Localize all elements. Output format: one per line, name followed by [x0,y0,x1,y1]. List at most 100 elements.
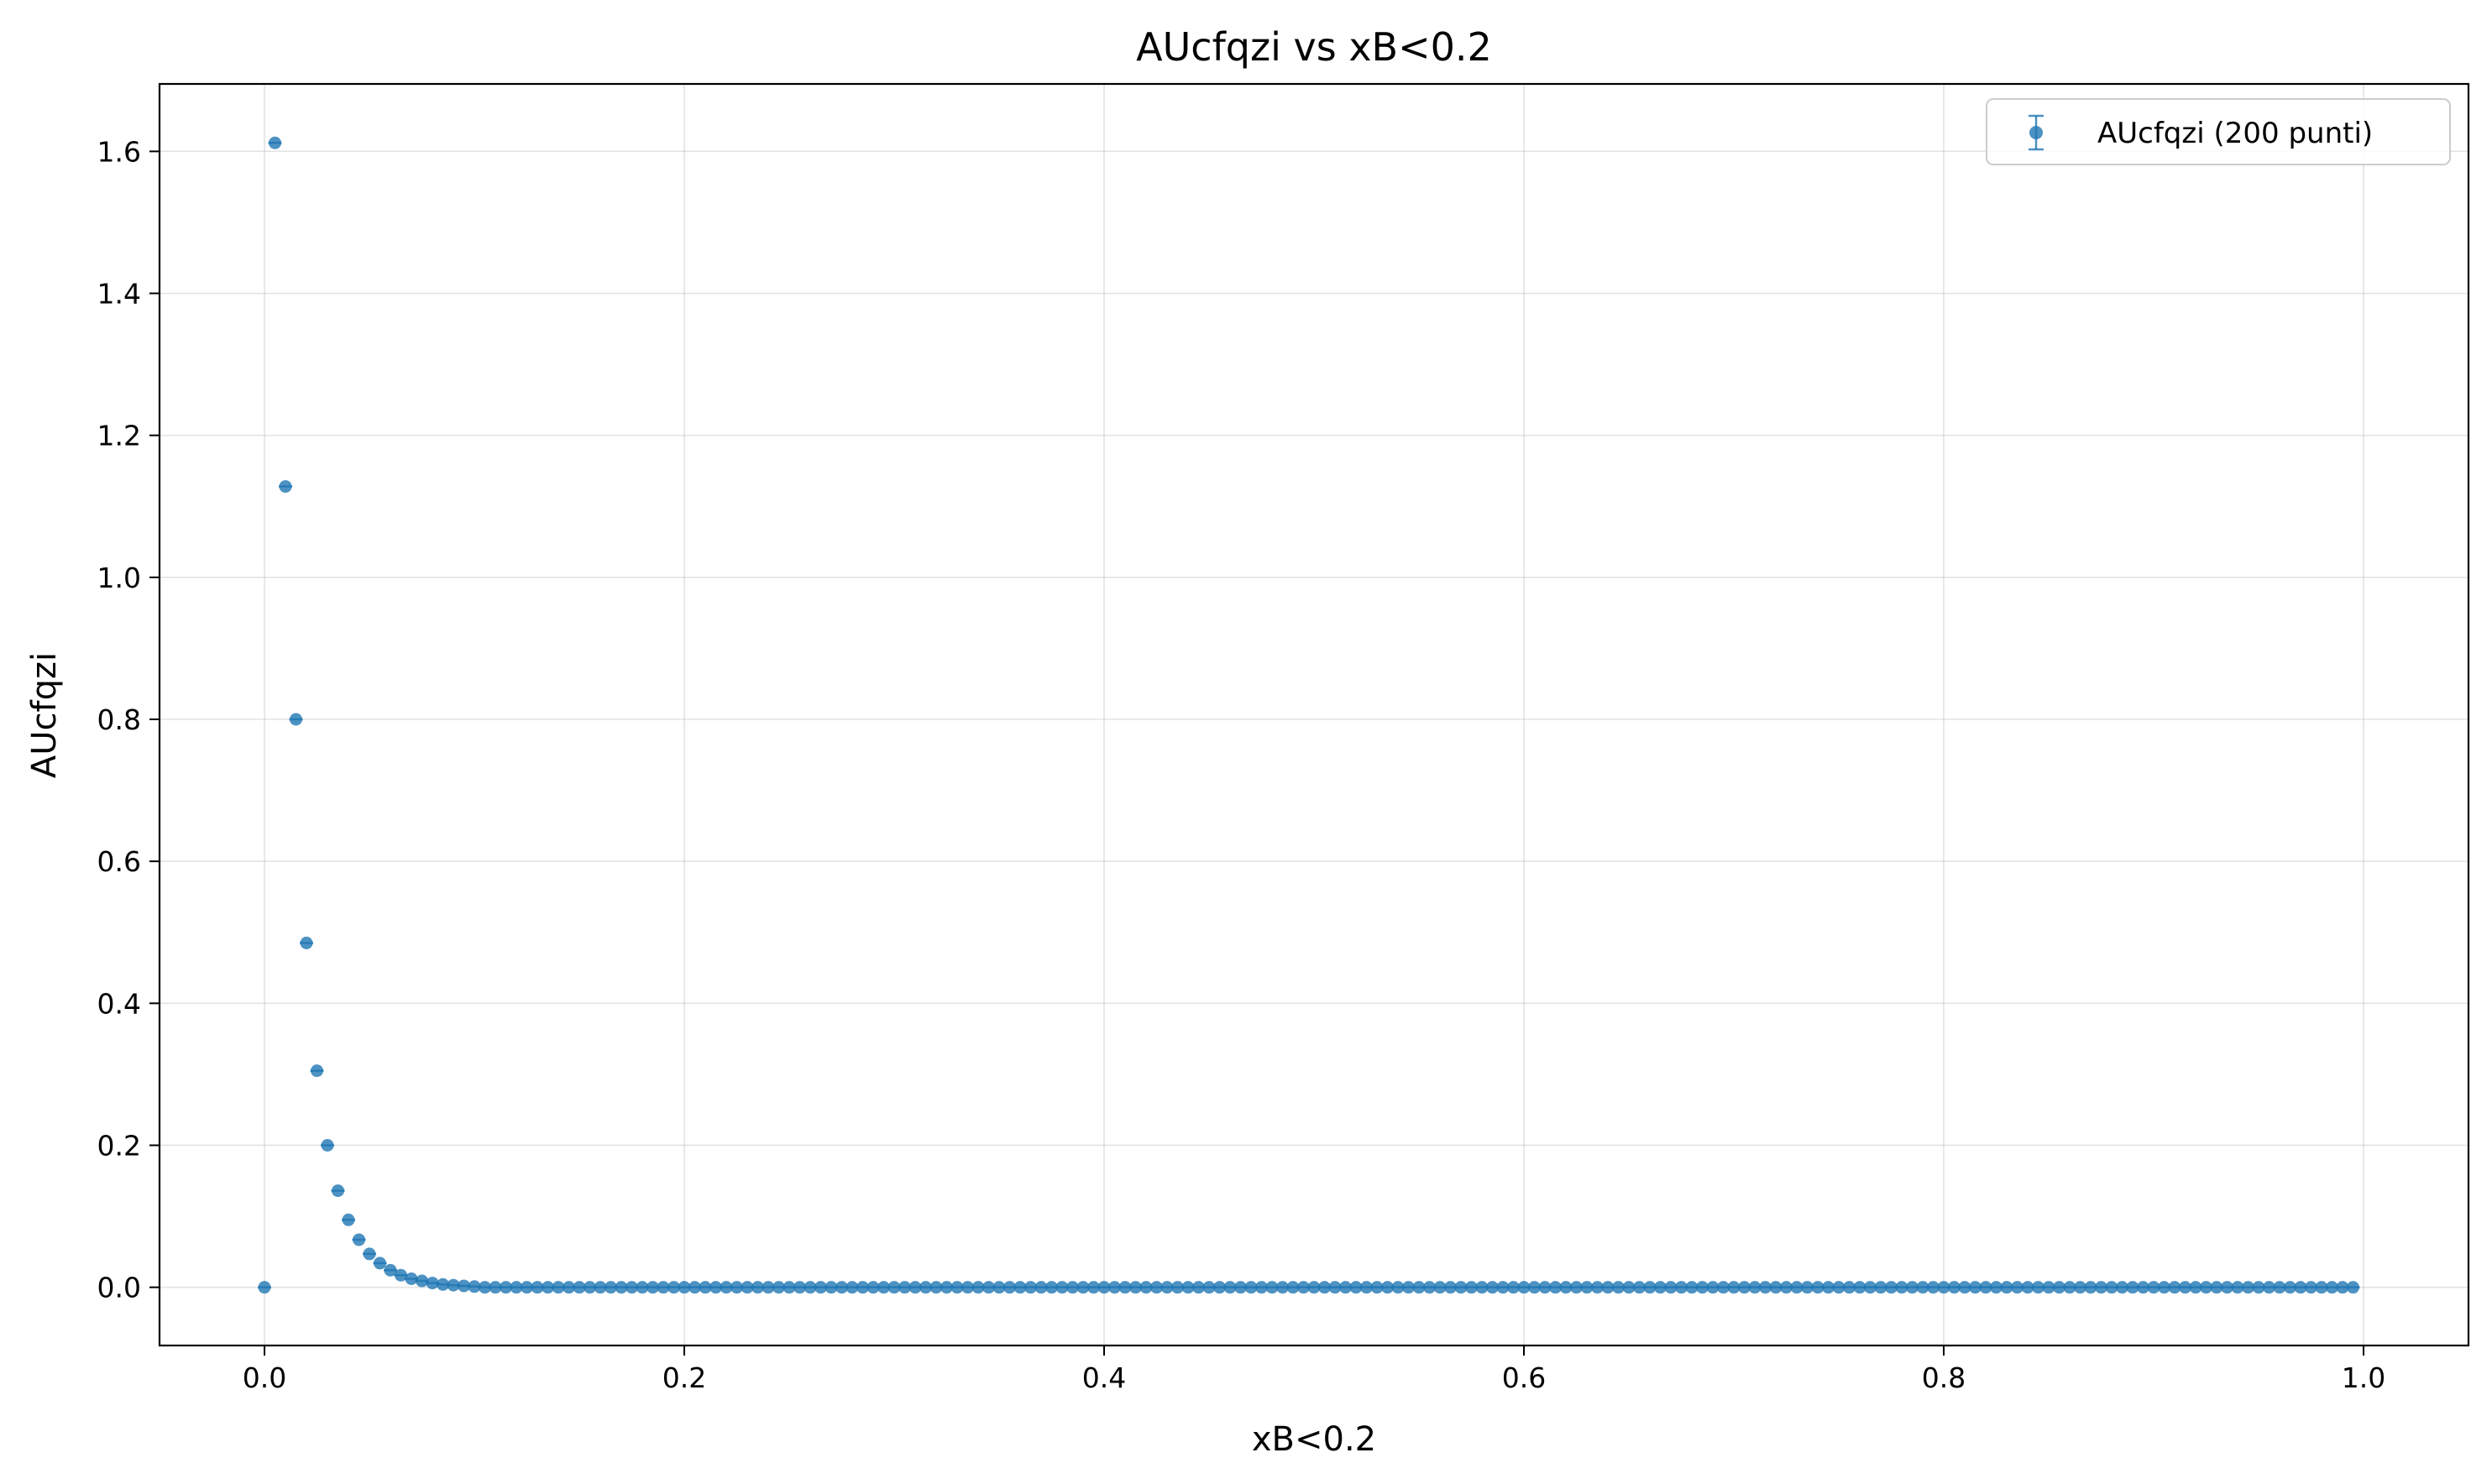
point-marker [1213,1281,1226,1294]
point-marker [1727,1281,1741,1294]
point-marker [573,1281,586,1294]
point-marker [1223,1281,1237,1294]
point-marker [887,1281,901,1294]
point-marker [468,1280,481,1293]
point-marker [814,1281,827,1294]
point-marker [1601,1281,1615,1294]
point-marker [793,1281,806,1294]
point-marker [950,1281,964,1294]
y-tick-label: 0.2 [97,1129,141,1162]
point-marker [258,1281,271,1294]
point-marker [1927,1281,1940,1294]
point-marker [437,1278,449,1291]
point-marker [1160,1281,1174,1294]
point-marker [730,1281,743,1294]
data-points [258,136,2360,1294]
data-point [352,1233,366,1246]
point-marker [1066,1281,1079,1294]
point-marker [552,1281,565,1294]
point-marker [2200,1281,2212,1294]
point-marker [2336,1281,2349,1294]
point-marker [447,1278,460,1292]
point-marker [479,1281,491,1294]
y-axis-label: AUcfqzi [25,652,64,778]
point-marker [1496,1281,1510,1294]
point-marker [1297,1281,1310,1294]
point-marker [1811,1281,1824,1294]
point-marker [458,1279,470,1293]
point-marker [2053,1281,2065,1294]
point-marker [1643,1281,1657,1294]
point-marker [1433,1281,1447,1294]
point-marker [300,936,313,949]
point-marker [657,1281,670,1294]
point-marker [2126,1281,2139,1294]
data-point [331,1184,345,1198]
point-marker [1685,1281,1699,1294]
point-marker [772,1281,785,1294]
point-marker [531,1281,544,1294]
data-point [289,713,303,726]
point-marker [1055,1281,1069,1294]
point-marker [720,1281,733,1294]
point-marker [1202,1281,1216,1294]
point-marker [1244,1281,1258,1294]
point-marker [668,1281,680,1294]
point-marker [1843,1281,1856,1294]
point-marker [1265,1281,1279,1294]
point-marker [2273,1281,2286,1294]
point-marker [1885,1281,1898,1294]
point-marker [1192,1281,1205,1294]
point-marker [1675,1281,1688,1294]
point-marker [1097,1281,1111,1294]
x-tick-label: 0.0 [243,1361,286,1394]
data-point [415,1274,429,1288]
data-point [2346,1281,2360,1294]
point-marker [992,1281,1006,1294]
data-point [342,1213,355,1226]
point-marker [2326,1281,2338,1294]
point-marker [321,1138,334,1152]
data-point [373,1257,387,1270]
point-marker [2221,1281,2233,1294]
point-marker [1864,1281,1877,1294]
point-marker [678,1281,691,1294]
point-marker [1591,1281,1604,1294]
point-marker [1465,1281,1478,1294]
point-marker [2315,1281,2328,1294]
point-marker [2252,1281,2265,1294]
point-marker [929,1281,943,1294]
point-marker [1622,1281,1636,1294]
point-marker [846,1281,859,1294]
point-marker [584,1281,596,1294]
point-marker [940,1281,953,1294]
point-marker [2137,1281,2149,1294]
point-marker [395,1268,407,1282]
point-marker [500,1281,512,1294]
point-marker [1717,1281,1730,1294]
point-marker [982,1281,995,1294]
point-marker [2116,1281,2128,1294]
point-marker [1822,1281,1835,1294]
point-marker [1360,1281,1373,1294]
legend: AUcfqzi (200 punti) [1986,98,2451,165]
y-tick-label: 1.4 [97,278,141,311]
point-marker [1507,1281,1520,1294]
point-marker [384,1263,397,1277]
point-marker [2294,1281,2307,1294]
point-marker [1034,1281,1048,1294]
point-marker [416,1274,428,1288]
data-point [268,136,282,149]
point-marker [1171,1281,1184,1294]
point-marker [2168,1281,2181,1294]
point-marker [1979,1281,1992,1294]
data-point [363,1247,376,1261]
point-marker [1402,1281,1415,1294]
point-marker [2084,1281,2097,1294]
point-marker [762,1281,775,1294]
point-marker [1790,1281,1804,1294]
point-marker [709,1281,722,1294]
point-marker [2011,1281,2023,1294]
point-marker [542,1281,554,1294]
point-marker [1801,1281,1814,1294]
